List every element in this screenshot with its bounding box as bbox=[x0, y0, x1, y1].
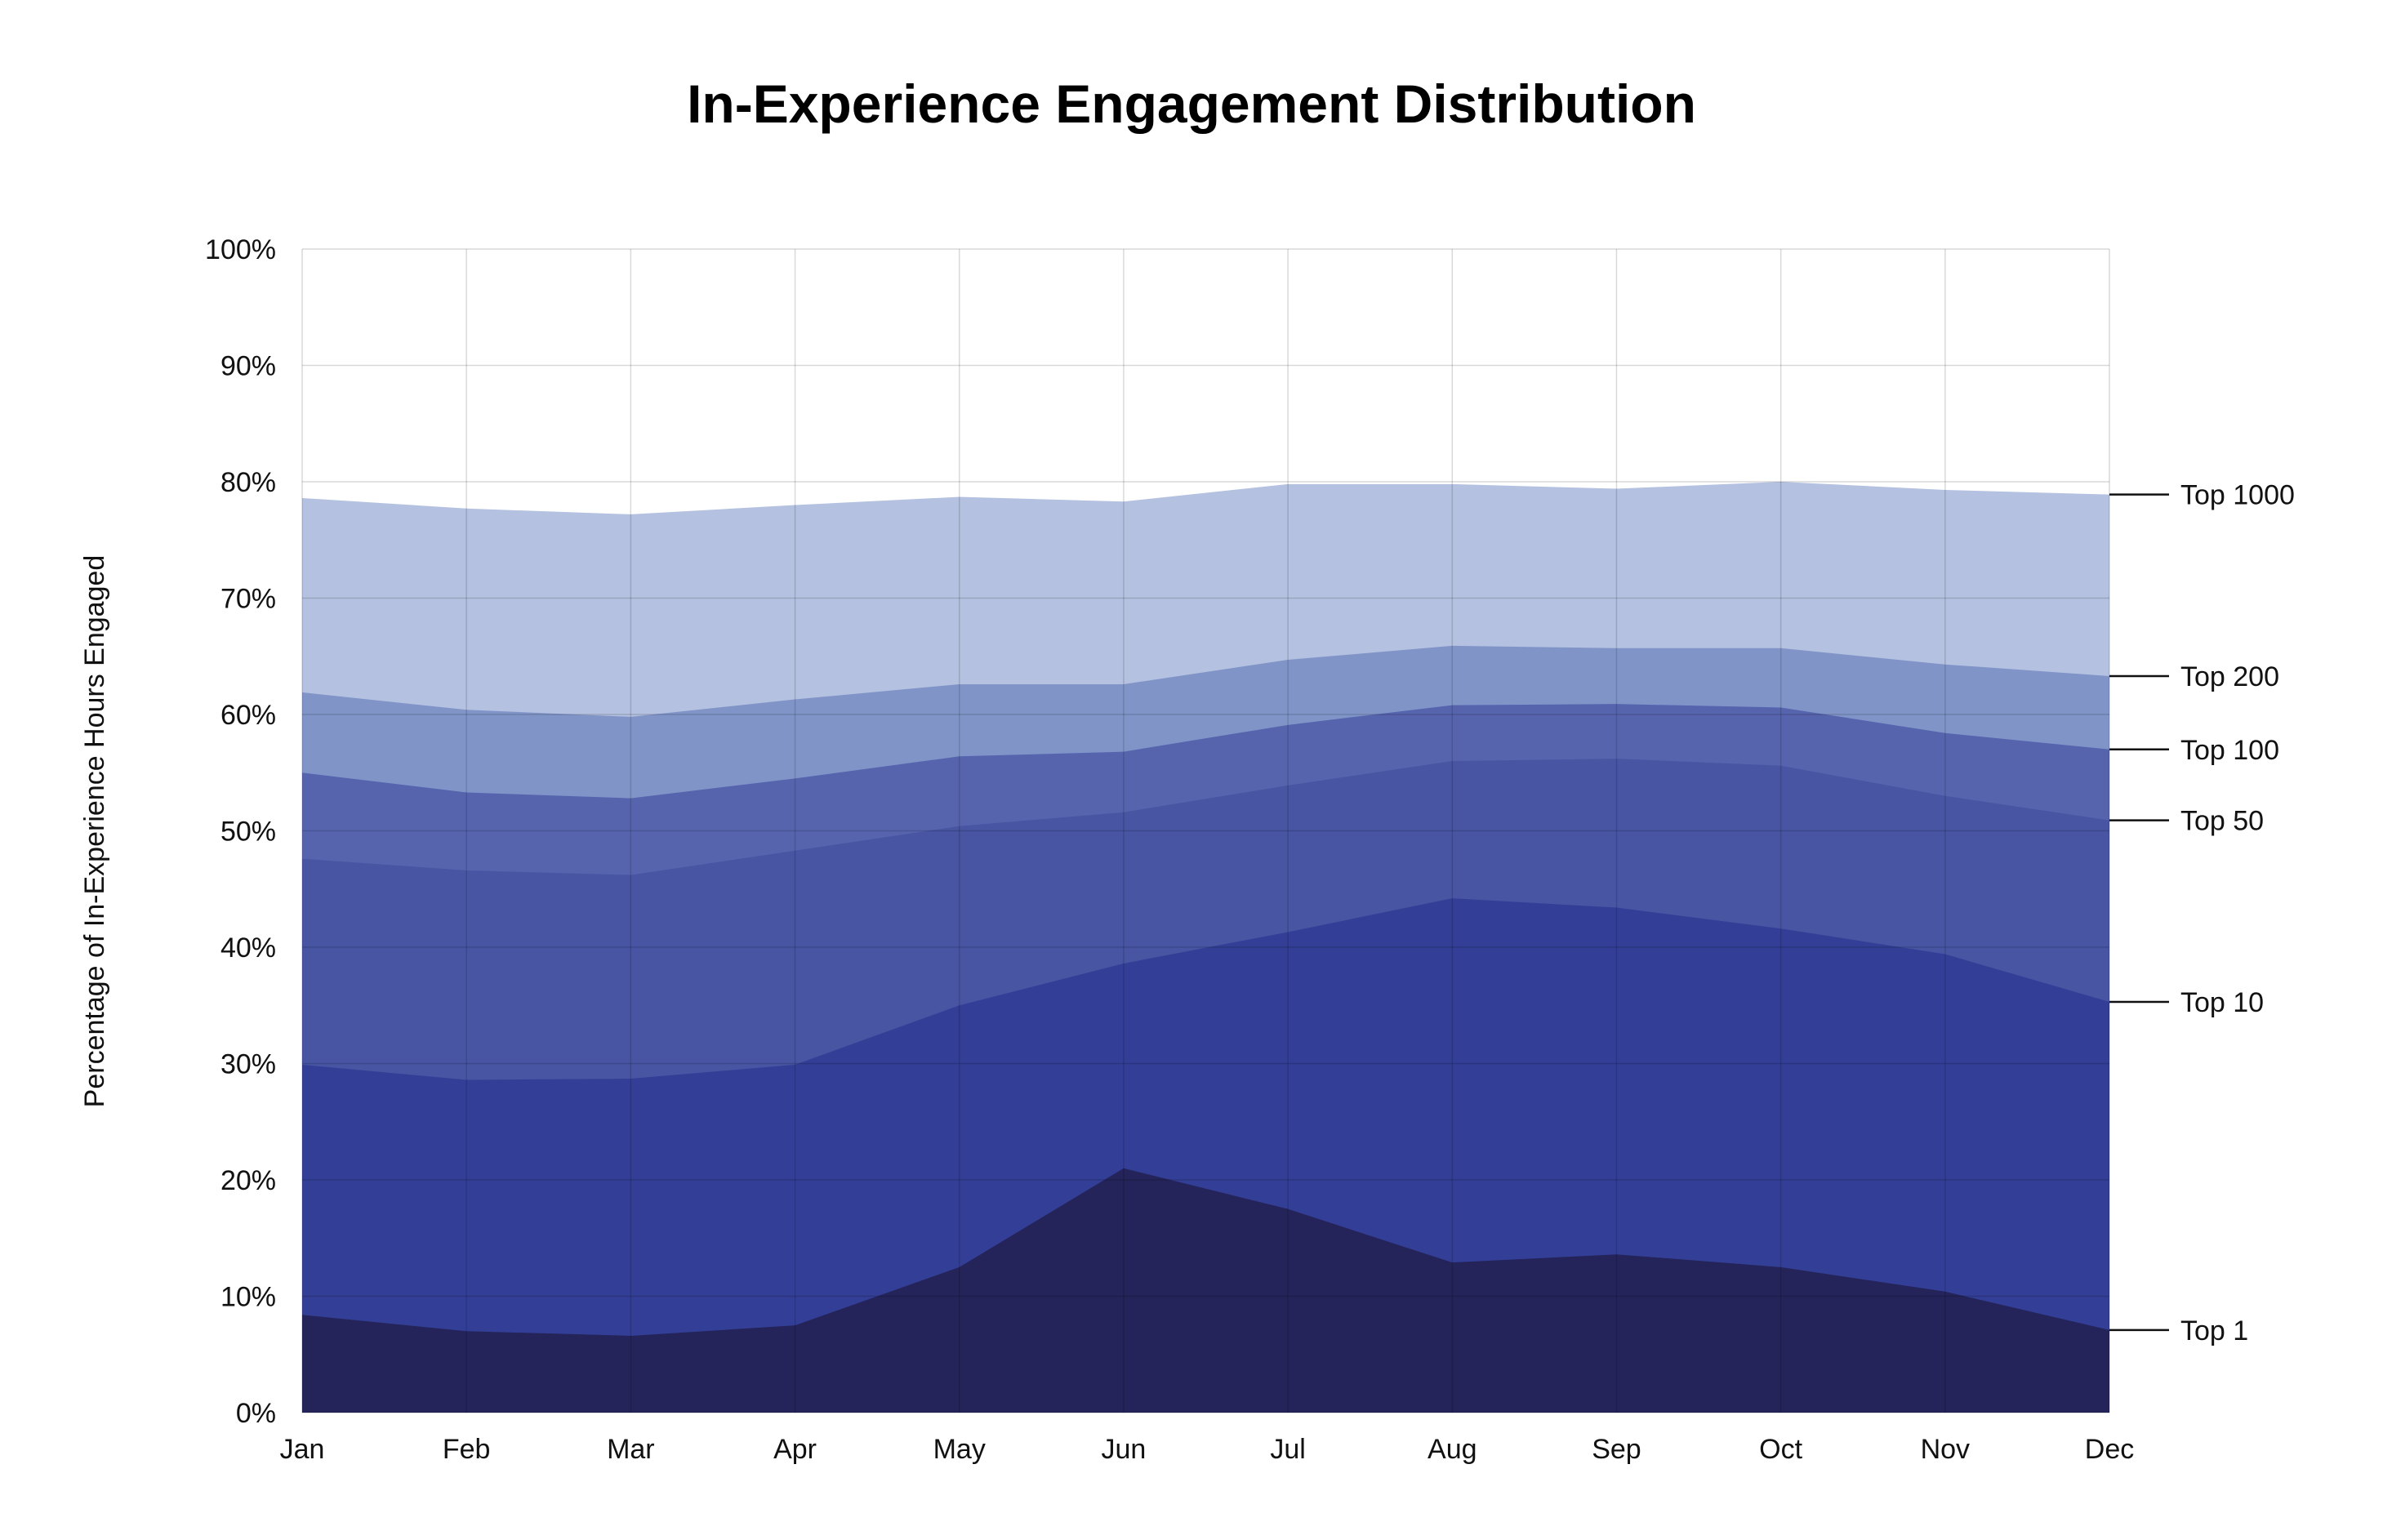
series-label: Top 50 bbox=[2180, 806, 2264, 837]
y-tick-label: 80% bbox=[220, 467, 276, 498]
y-tick-label: 60% bbox=[220, 700, 276, 731]
x-tick-label: Jan bbox=[280, 1434, 325, 1465]
x-tick-label: Jun bbox=[1101, 1434, 1146, 1465]
x-tick-label: Jul bbox=[1270, 1434, 1305, 1465]
x-tick-label: Mar bbox=[607, 1434, 655, 1465]
x-tick-label: Aug bbox=[1428, 1434, 1477, 1465]
y-axis-label: Percentage of In-Experience Hours Engage… bbox=[79, 555, 110, 1108]
series-label: Top 1000 bbox=[2180, 480, 2295, 511]
y-tick-label: 20% bbox=[220, 1165, 276, 1196]
area-top-1 bbox=[302, 1168, 2109, 1413]
y-tick-label: 10% bbox=[220, 1282, 276, 1313]
x-tick-label: Apr bbox=[773, 1434, 817, 1465]
y-tick-label: 90% bbox=[220, 351, 276, 382]
series-label: Top 200 bbox=[2180, 661, 2279, 692]
chart-title: In-Experience Engagement Distribution bbox=[687, 73, 1696, 134]
y-tick-label: 0% bbox=[236, 1398, 276, 1429]
x-tick-label: Nov bbox=[1921, 1434, 1970, 1465]
x-tick-label: Sep bbox=[1592, 1434, 1641, 1465]
x-tick-label: Oct bbox=[1759, 1434, 1802, 1465]
series-label: Top 100 bbox=[2180, 735, 2279, 766]
series-label: Top 1 bbox=[2180, 1315, 2248, 1346]
x-tick-label: May bbox=[933, 1434, 986, 1465]
series-label: Top 10 bbox=[2180, 987, 2264, 1018]
x-tick-label: Dec bbox=[2085, 1434, 2134, 1465]
y-tick-label: 50% bbox=[220, 817, 276, 848]
y-tick-label: 70% bbox=[220, 584, 276, 615]
y-tick-label: 40% bbox=[220, 932, 276, 964]
y-tick-label: 100% bbox=[205, 234, 276, 265]
y-tick-label: 30% bbox=[220, 1049, 276, 1080]
x-tick-label: Feb bbox=[443, 1434, 491, 1465]
